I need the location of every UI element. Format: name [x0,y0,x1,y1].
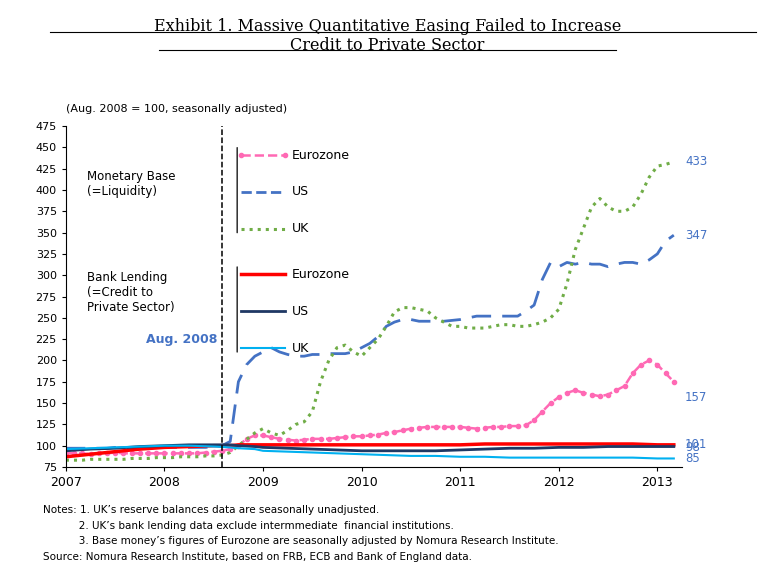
Text: UK: UK [292,222,309,235]
Text: 157: 157 [685,391,708,403]
Text: 85: 85 [685,452,700,465]
Text: 98: 98 [685,441,700,454]
Text: US: US [292,305,309,317]
Text: UK: UK [292,342,309,355]
Text: 3. Base money’s figures of Eurozone are seasonally adjusted by Nomura Research I: 3. Base money’s figures of Eurozone are … [43,536,558,546]
Text: US: US [292,185,309,198]
Text: 101: 101 [685,438,708,452]
Text: Aug. 2008: Aug. 2008 [146,333,217,347]
Text: 433: 433 [685,155,708,168]
Text: Exhibit 1. Massive Quantitative Easing Failed to Increase: Exhibit 1. Massive Quantitative Easing F… [153,18,622,36]
Text: (Aug. 2008 = 100, seasonally adjusted): (Aug. 2008 = 100, seasonally adjusted) [66,104,287,114]
Text: Source: Nomura Research Institute, based on FRB, ECB and Bank of England data.: Source: Nomura Research Institute, based… [43,552,472,562]
Text: 2. UK’s bank lending data exclude intermmediate  financial institutions.: 2. UK’s bank lending data exclude interm… [43,521,453,531]
Text: Bank Lending
(=Credit to
Private Sector): Bank Lending (=Credit to Private Sector) [88,271,175,314]
Text: Credit to Private Sector: Credit to Private Sector [291,37,484,54]
Text: Eurozone: Eurozone [292,268,350,281]
Text: Notes: 1. UK’s reserve balances data are seasonally unadjusted.: Notes: 1. UK’s reserve balances data are… [43,505,379,515]
Text: Eurozone: Eurozone [292,148,350,162]
Text: Monetary Base
(=Liquidity): Monetary Base (=Liquidity) [88,170,176,198]
Text: 347: 347 [685,229,708,242]
